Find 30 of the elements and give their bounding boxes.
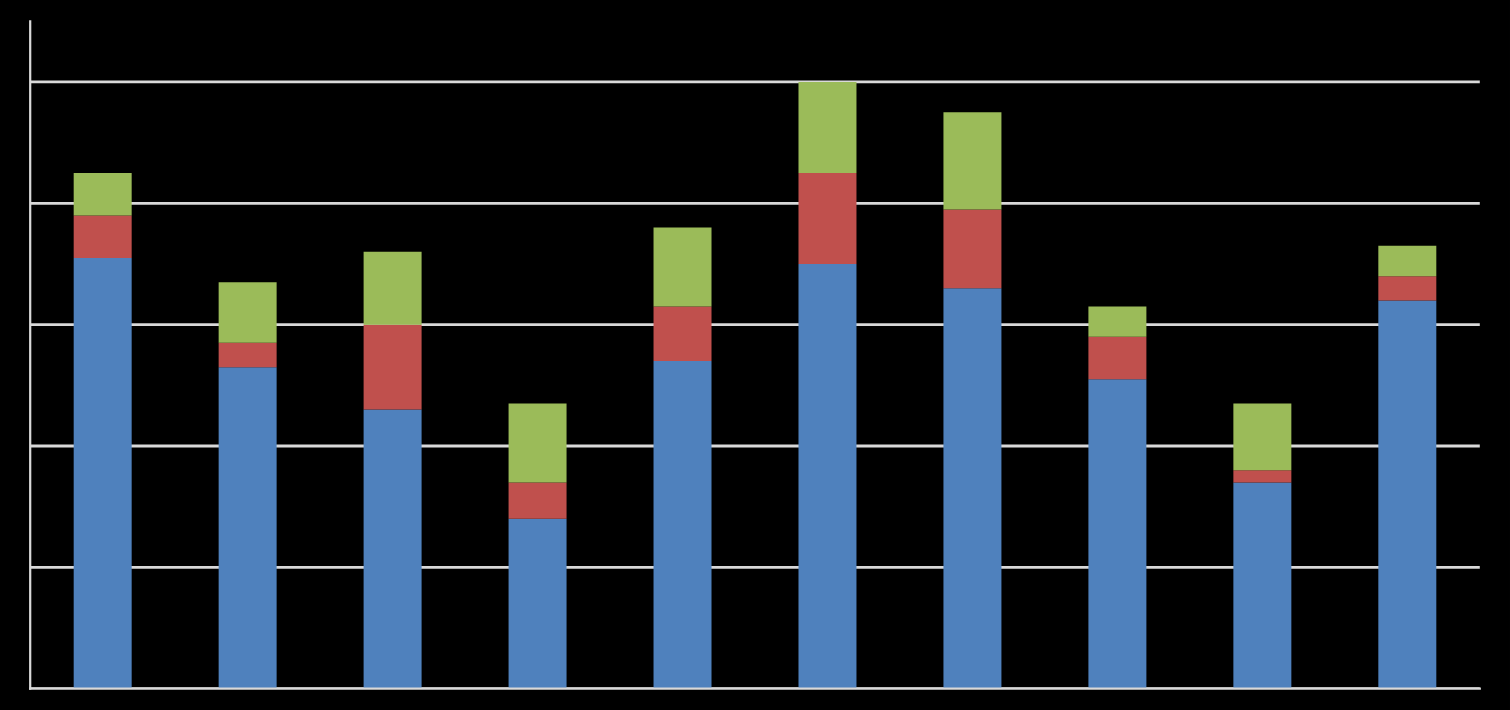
bar: [653, 361, 712, 689]
bar: [218, 342, 277, 368]
bar: [508, 518, 567, 689]
bar: [1378, 300, 1437, 689]
bar: [1233, 482, 1292, 689]
bar: [218, 367, 277, 689]
bar: [943, 112, 1002, 210]
bar: [1088, 306, 1147, 337]
bar: [363, 409, 422, 689]
bar: [73, 257, 132, 689]
bar: [1378, 276, 1437, 301]
bar: [798, 172, 857, 264]
bar: [1233, 403, 1292, 471]
bar: [943, 209, 1002, 289]
bar: [1233, 470, 1292, 483]
bar: [653, 227, 712, 307]
bar: [798, 263, 857, 689]
bar: [653, 306, 712, 362]
bar: [508, 403, 567, 483]
bar: [1088, 336, 1147, 380]
bar: [218, 282, 277, 343]
bar: [943, 288, 1002, 689]
bar: [1378, 245, 1437, 277]
bar: [798, 81, 857, 173]
bar: [1088, 379, 1147, 689]
bar: [73, 215, 132, 258]
bar: [363, 251, 422, 325]
bar: [73, 172, 132, 216]
bar: [363, 324, 422, 410]
bar: [508, 482, 567, 519]
